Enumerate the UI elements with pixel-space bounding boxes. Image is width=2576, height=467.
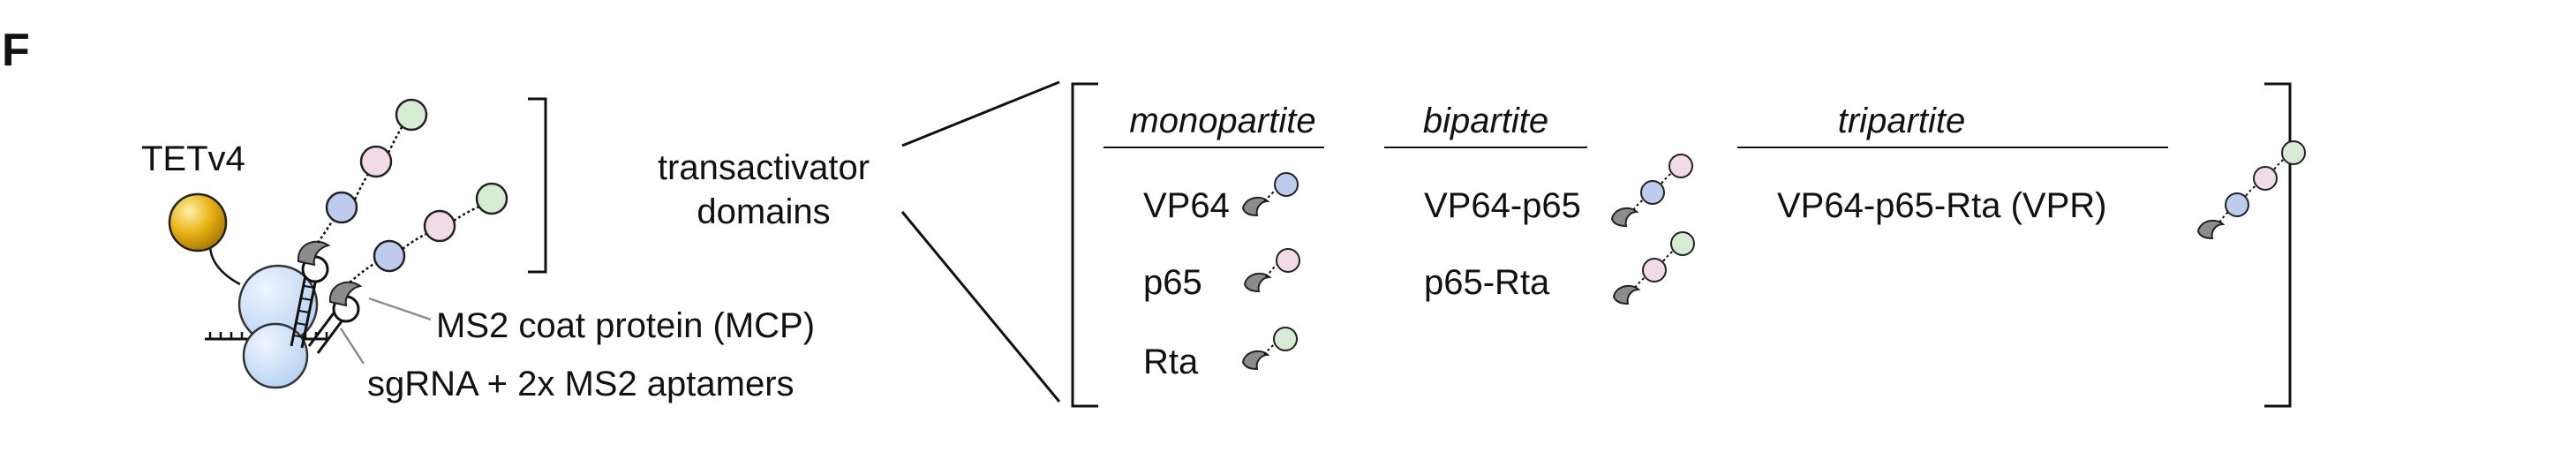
transactivator-label-line1: transactivator: [658, 148, 870, 187]
mcp-label: MS2 coat protein (MCP): [436, 306, 815, 345]
item-vpr: VP64-p65-Rta (VPR): [1777, 186, 2106, 225]
glyph-vpr: [2196, 140, 2306, 240]
dcas9-complex-illustration: [168, 98, 508, 389]
tetv4-label: TETv4: [141, 139, 245, 178]
mcp-crescent: [328, 281, 363, 307]
domains-bracket-right: [2264, 82, 2292, 408]
glyph-p65: [1243, 248, 1300, 293]
mcp-crescent: [297, 240, 331, 267]
item-p65-rta: p65-Rta: [1424, 263, 1550, 302]
effector-chain-2: [349, 182, 508, 283]
glyph-vp64-p65: [1610, 154, 1693, 228]
tet-linker: [208, 246, 241, 286]
glyph-vp64: [1241, 172, 1299, 217]
item-vp64: VP64: [1143, 186, 1230, 225]
header-tripartite: tripartite: [1838, 102, 1966, 140]
domains-bracket-left: [1071, 82, 1098, 408]
item-rta: Rta: [1143, 343, 1199, 381]
transactivator-label-line2: domains: [697, 192, 830, 231]
complex-bracket: [528, 97, 547, 274]
header-monopartite: monopartite: [1129, 102, 1315, 140]
sgrna-leader-line: [339, 328, 365, 365]
glyph-rta: [1241, 327, 1298, 371]
tetv4-enzyme: [168, 192, 228, 252]
glyph-p65-rta: [1612, 231, 1695, 305]
header-bipartite: bipartite: [1423, 102, 1548, 140]
item-vp64-p65: VP64-p65: [1424, 186, 1581, 225]
zoom-line-top: [901, 80, 1060, 147]
panel-label: F: [2, 25, 30, 76]
zoom-line-bottom: [900, 211, 1061, 403]
mcp-leader-line: [368, 297, 432, 321]
item-p65: p65: [1143, 263, 1202, 302]
sgrna-label: sgRNA + 2x MS2 aptamers: [367, 365, 795, 403]
effector-chain-1: [316, 98, 428, 244]
